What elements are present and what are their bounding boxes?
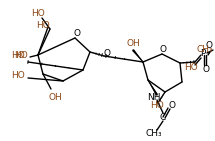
Text: OH: OH (126, 38, 140, 48)
Text: HO: HO (31, 9, 45, 18)
Text: HO: HO (150, 102, 164, 111)
Text: HO: HO (11, 50, 25, 60)
Text: O: O (103, 49, 111, 58)
Text: HO: HO (11, 71, 25, 81)
Text: HO: HO (184, 63, 198, 72)
Text: O: O (206, 41, 213, 50)
Text: NH: NH (147, 93, 161, 103)
Text: CH₃: CH₃ (196, 46, 213, 55)
Polygon shape (132, 49, 143, 62)
Text: O: O (160, 46, 166, 55)
Text: O: O (74, 29, 80, 38)
Text: C: C (160, 113, 166, 122)
Text: CH₃: CH₃ (146, 129, 162, 138)
Text: P: P (200, 49, 206, 58)
Text: HO: HO (14, 51, 28, 60)
Text: O: O (203, 64, 209, 73)
Polygon shape (148, 80, 158, 96)
Text: O: O (169, 101, 175, 110)
Text: HO: HO (36, 20, 50, 29)
Text: OH: OH (48, 92, 62, 102)
